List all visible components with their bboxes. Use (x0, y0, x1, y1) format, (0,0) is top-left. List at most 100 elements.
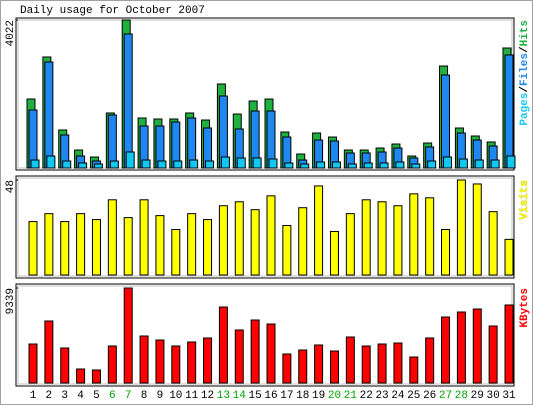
bar (44, 213, 54, 276)
bar (314, 185, 324, 276)
bar (250, 319, 260, 384)
bar (425, 337, 435, 384)
bar (252, 157, 262, 169)
bar (314, 344, 324, 384)
bar (284, 162, 294, 169)
bar (300, 163, 310, 169)
bar (411, 163, 421, 169)
bar (282, 353, 292, 384)
bar (506, 155, 516, 169)
x-tick-label: 26 (423, 390, 436, 402)
bar (347, 163, 357, 169)
bar (472, 183, 482, 276)
legend: Pages/Files/Hits (519, 20, 531, 126)
bar (504, 54, 514, 169)
bar (266, 323, 276, 384)
legend-entry: Pages (519, 93, 531, 126)
y-tick-label: 4022 (5, 20, 17, 46)
x-tick-label: 13 (217, 390, 230, 402)
x-tick-label: 29 (471, 390, 484, 402)
x-tick-label: 7 (125, 390, 132, 402)
bar (93, 163, 103, 169)
x-tick-label: 16 (264, 390, 277, 402)
bar (441, 316, 451, 384)
panel-inner (17, 177, 513, 277)
bar (472, 308, 482, 384)
bar (205, 160, 215, 169)
bar (268, 158, 278, 169)
bar (173, 160, 183, 169)
x-tick-label: 12 (201, 390, 214, 402)
bar (28, 343, 38, 384)
legend: KBytes (519, 288, 531, 328)
bar (409, 356, 419, 384)
x-tick-label: 9 (157, 390, 164, 402)
bar (218, 306, 228, 384)
bar (107, 114, 117, 169)
bar (187, 213, 197, 276)
x-tick-label: 1 (30, 390, 37, 402)
bar (458, 158, 468, 169)
x-tick-label: 22 (360, 390, 373, 402)
bar (329, 230, 339, 276)
bar (474, 159, 484, 169)
bar (30, 159, 40, 169)
bar (409, 193, 419, 276)
bar (395, 161, 405, 169)
legend-entry: Files (519, 53, 531, 86)
bar (189, 159, 199, 169)
bar (236, 157, 246, 169)
x-tick-label: 20 (328, 390, 341, 402)
bar (203, 337, 213, 384)
bar (171, 345, 181, 384)
panel (15, 283, 515, 387)
legend-separator: / (519, 46, 531, 53)
bar (361, 345, 371, 384)
bar (298, 349, 308, 384)
bar (441, 74, 451, 169)
bar (504, 304, 514, 384)
bar (393, 342, 403, 384)
x-tick-label: 30 (487, 390, 500, 402)
bar (141, 159, 151, 169)
legend-entry: KBytes (519, 288, 531, 328)
legend-entry: Hits (519, 20, 531, 46)
x-tick-label: 8 (141, 390, 148, 402)
bar (393, 205, 403, 276)
x-tick-label: 24 (391, 390, 405, 402)
bar (363, 162, 373, 169)
bar (123, 217, 133, 276)
bar (60, 347, 70, 384)
bar (266, 195, 276, 276)
x-tick-label: 2 (46, 390, 53, 402)
x-tick-label: 14 (233, 390, 247, 402)
bar (456, 179, 466, 276)
bar (109, 160, 119, 169)
bar (345, 336, 355, 384)
x-tick-label: 25 (407, 390, 420, 402)
bar (139, 199, 149, 276)
bar (331, 161, 341, 169)
y-tick-label: 9339 (5, 288, 17, 314)
bar (218, 205, 228, 276)
bar (345, 213, 355, 276)
bar (155, 339, 165, 384)
x-tick-label: 31 (502, 390, 516, 402)
bar (46, 155, 56, 169)
bar (488, 325, 498, 384)
panel (15, 175, 515, 279)
bar (62, 160, 72, 169)
bar (139, 335, 149, 384)
chart-title: Daily usage for October 2007 (20, 5, 205, 17)
x-tick-label: 27 (439, 390, 452, 402)
bar (76, 213, 86, 276)
bar (377, 343, 387, 384)
x-tick-label: 21 (344, 390, 358, 402)
bar (76, 368, 86, 384)
bar (298, 207, 308, 276)
x-tick-label: 17 (280, 390, 293, 402)
bar (44, 61, 54, 169)
bar (377, 201, 387, 276)
legend: Visits (519, 180, 531, 220)
